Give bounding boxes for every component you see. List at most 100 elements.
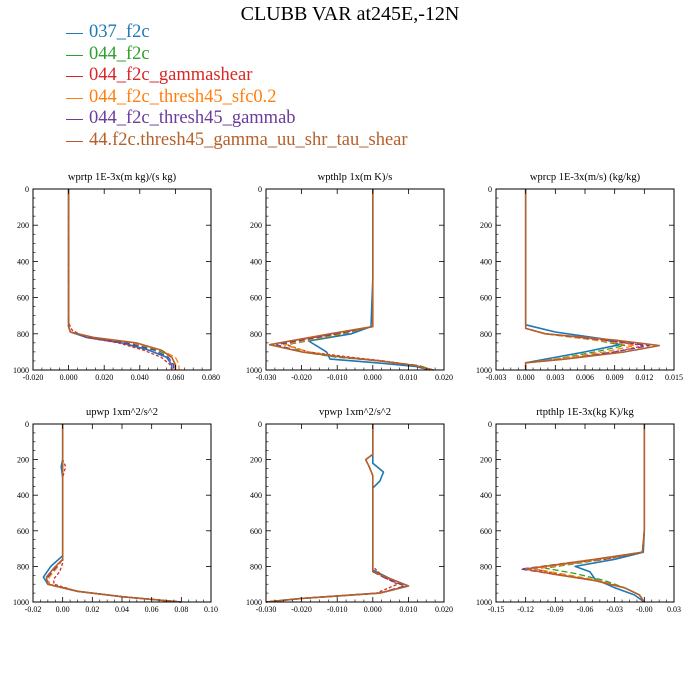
series-line-1-5 <box>268 189 434 371</box>
legend-item-5: 44.f2c.thresh45_gamma_uu_shr_tau_shear <box>66 130 408 152</box>
y-tick-label-1-0: 0 <box>258 185 262 194</box>
y-tick-label-2-3: 600 <box>480 294 492 303</box>
panel-title-1: wpthlp 1x(m K)/s <box>318 172 393 183</box>
y-tick-label-4-5: 1000 <box>246 598 262 607</box>
x-tick-label-2-0: -0.003 <box>486 373 507 382</box>
series-line-2-1 <box>525 189 626 370</box>
x-tick-label-3-1: 0.00 <box>56 605 70 614</box>
y-tick-label-0-2: 400 <box>17 257 29 266</box>
panel-0: wprtp 1E-3x(m kg)/(s kg) -0.020 0.000 0.020… <box>13 172 220 382</box>
panel-title-2: wprcp 1E-3x(m/s) (kg/kg) <box>530 172 641 183</box>
series-line-5-0 <box>574 424 646 603</box>
x-tick-label-0-0: -0.020 <box>23 373 44 382</box>
x-tick-label-3-5: 0.08 <box>174 605 188 614</box>
x-tick-label-1-1: -0.020 <box>291 373 312 382</box>
series-line-5-2 <box>529 424 645 603</box>
series-line-0-2 <box>67 189 173 371</box>
series-line-2-5 <box>524 189 661 370</box>
y-tick-label-3-1: 200 <box>17 456 29 465</box>
y-tick-label-1-1: 200 <box>250 221 262 230</box>
figure-title: CLUBB VAR at245E,-12N <box>240 3 460 25</box>
y-tick-label-1-2: 400 <box>250 257 262 266</box>
x-tick-label-1-4: 0.010 <box>399 373 417 382</box>
legend-label-0: 037_f2c <box>89 22 150 42</box>
x-tick-label-2-6: 0.015 <box>665 373 683 382</box>
y-tick-label-4-1: 200 <box>250 456 262 465</box>
y-tick-label-5-5: 1000 <box>476 598 492 607</box>
x-tick-label-5-6: 0.03 <box>667 605 681 614</box>
legend-swatch-5 <box>66 140 83 142</box>
panel-title-4: vpwp 1xm^2/s^2 <box>319 407 391 418</box>
x-tick-label-5-5: -0.00 <box>636 605 653 614</box>
series-line-3-3 <box>48 424 182 603</box>
x-tick-label-3-2: 0.02 <box>85 605 99 614</box>
x-tick-label-2-5: 0.012 <box>635 373 653 382</box>
y-tick-label-4-2: 400 <box>250 491 262 500</box>
legend-swatch-1 <box>66 54 83 56</box>
y-tick-label-3-4: 800 <box>17 562 29 571</box>
legend-item-3: 044_f2c_thresh45_sfc0.2 <box>66 87 408 109</box>
legend-swatch-3 <box>66 97 83 99</box>
y-tick-label-1-4: 800 <box>250 330 262 339</box>
x-tick-label-1-3: 0.000 <box>364 373 382 382</box>
panel-frame-3 <box>32 423 212 603</box>
x-tick-label-0-3: 0.040 <box>131 373 149 382</box>
y-tick-label-4-3: 600 <box>250 527 262 536</box>
y-tick-label-5-3: 600 <box>480 527 492 536</box>
series-line-1-1 <box>286 189 434 371</box>
series-line-4-5 <box>265 424 410 603</box>
series-line-3-1 <box>47 424 182 603</box>
x-tick-label-4-5: 0.020 <box>435 605 453 614</box>
series-line-5-3 <box>534 424 645 603</box>
x-tick-label-0-5: 0.080 <box>202 373 220 382</box>
y-tick-label-0-4: 800 <box>17 330 29 339</box>
panel-frame-4 <box>265 423 445 603</box>
x-tick-label-0-4: 0.060 <box>166 373 184 382</box>
panel-5: rtpthlp 1E-3x(kg K)/kg -0.15 -0.12 -0.09 -0.… <box>476 407 681 614</box>
y-tick-label-3-5: 1000 <box>13 598 29 607</box>
panel-frame-2 <box>495 188 675 371</box>
x-tick-label-3-0: -0.02 <box>25 605 42 614</box>
panel-2: wprcp 1E-3x(m/s) (kg/kg) -0.003 0.000 0.003… <box>476 172 683 382</box>
x-tick-label-5-3: -0.06 <box>577 605 594 614</box>
x-tick-label-2-1: 0.000 <box>517 373 535 382</box>
series-line-1-3 <box>283 189 430 371</box>
x-tick-label-5-1: -0.12 <box>517 605 534 614</box>
x-tick-label-5-0: -0.15 <box>488 605 505 614</box>
series-line-3-4 <box>47 424 182 603</box>
x-tick-label-3-3: 0.04 <box>115 605 129 614</box>
y-tick-label-2-5: 1000 <box>476 366 492 375</box>
series-line-0-5 <box>67 189 177 370</box>
y-tick-label-5-4: 800 <box>480 562 492 571</box>
panel-4: vpwp 1xm^2/s^2 -0.030 -0.020 -0.010 0.000 0.0… <box>246 407 453 614</box>
y-tick-label-5-2: 400 <box>480 491 492 500</box>
series-line-3-5 <box>45 424 182 603</box>
series-line-3-0 <box>42 424 182 603</box>
legend-item-1: 044_f2c <box>66 44 408 66</box>
legend-swatch-4 <box>66 119 83 121</box>
series-line-5-5 <box>524 424 646 603</box>
series-line-2-3 <box>525 189 636 370</box>
legend-label-2: 044_f2c_gammashear <box>89 65 253 85</box>
x-tick-label-2-4: 0.009 <box>606 373 624 382</box>
y-tick-label-0-0: 0 <box>25 185 29 194</box>
x-tick-label-3-4: 0.06 <box>145 605 159 614</box>
x-tick-label-0-1: 0.000 <box>60 373 78 382</box>
series-line-1-0 <box>307 189 430 371</box>
x-tick-label-5-2: -0.09 <box>547 605 564 614</box>
x-tick-label-3-6: 0.10 <box>204 605 218 614</box>
y-tick-label-1-3: 600 <box>250 294 262 303</box>
x-tick-label-1-5: 0.020 <box>435 373 453 382</box>
x-tick-label-4-4: 0.010 <box>399 605 417 614</box>
y-tick-label-0-5: 1000 <box>13 366 29 375</box>
x-tick-label-4-3: 0.000 <box>364 605 382 614</box>
y-tick-label-1-5: 1000 <box>246 366 262 375</box>
y-tick-label-2-4: 800 <box>480 330 492 339</box>
series-line-4-0 <box>265 424 410 603</box>
legend-item-0: 037_f2c <box>66 22 408 44</box>
legend-item-2: 044_f2c_gammashear <box>66 65 408 87</box>
legend-swatch-0 <box>66 33 83 35</box>
x-tick-label-2-2: 0.003 <box>546 373 564 382</box>
